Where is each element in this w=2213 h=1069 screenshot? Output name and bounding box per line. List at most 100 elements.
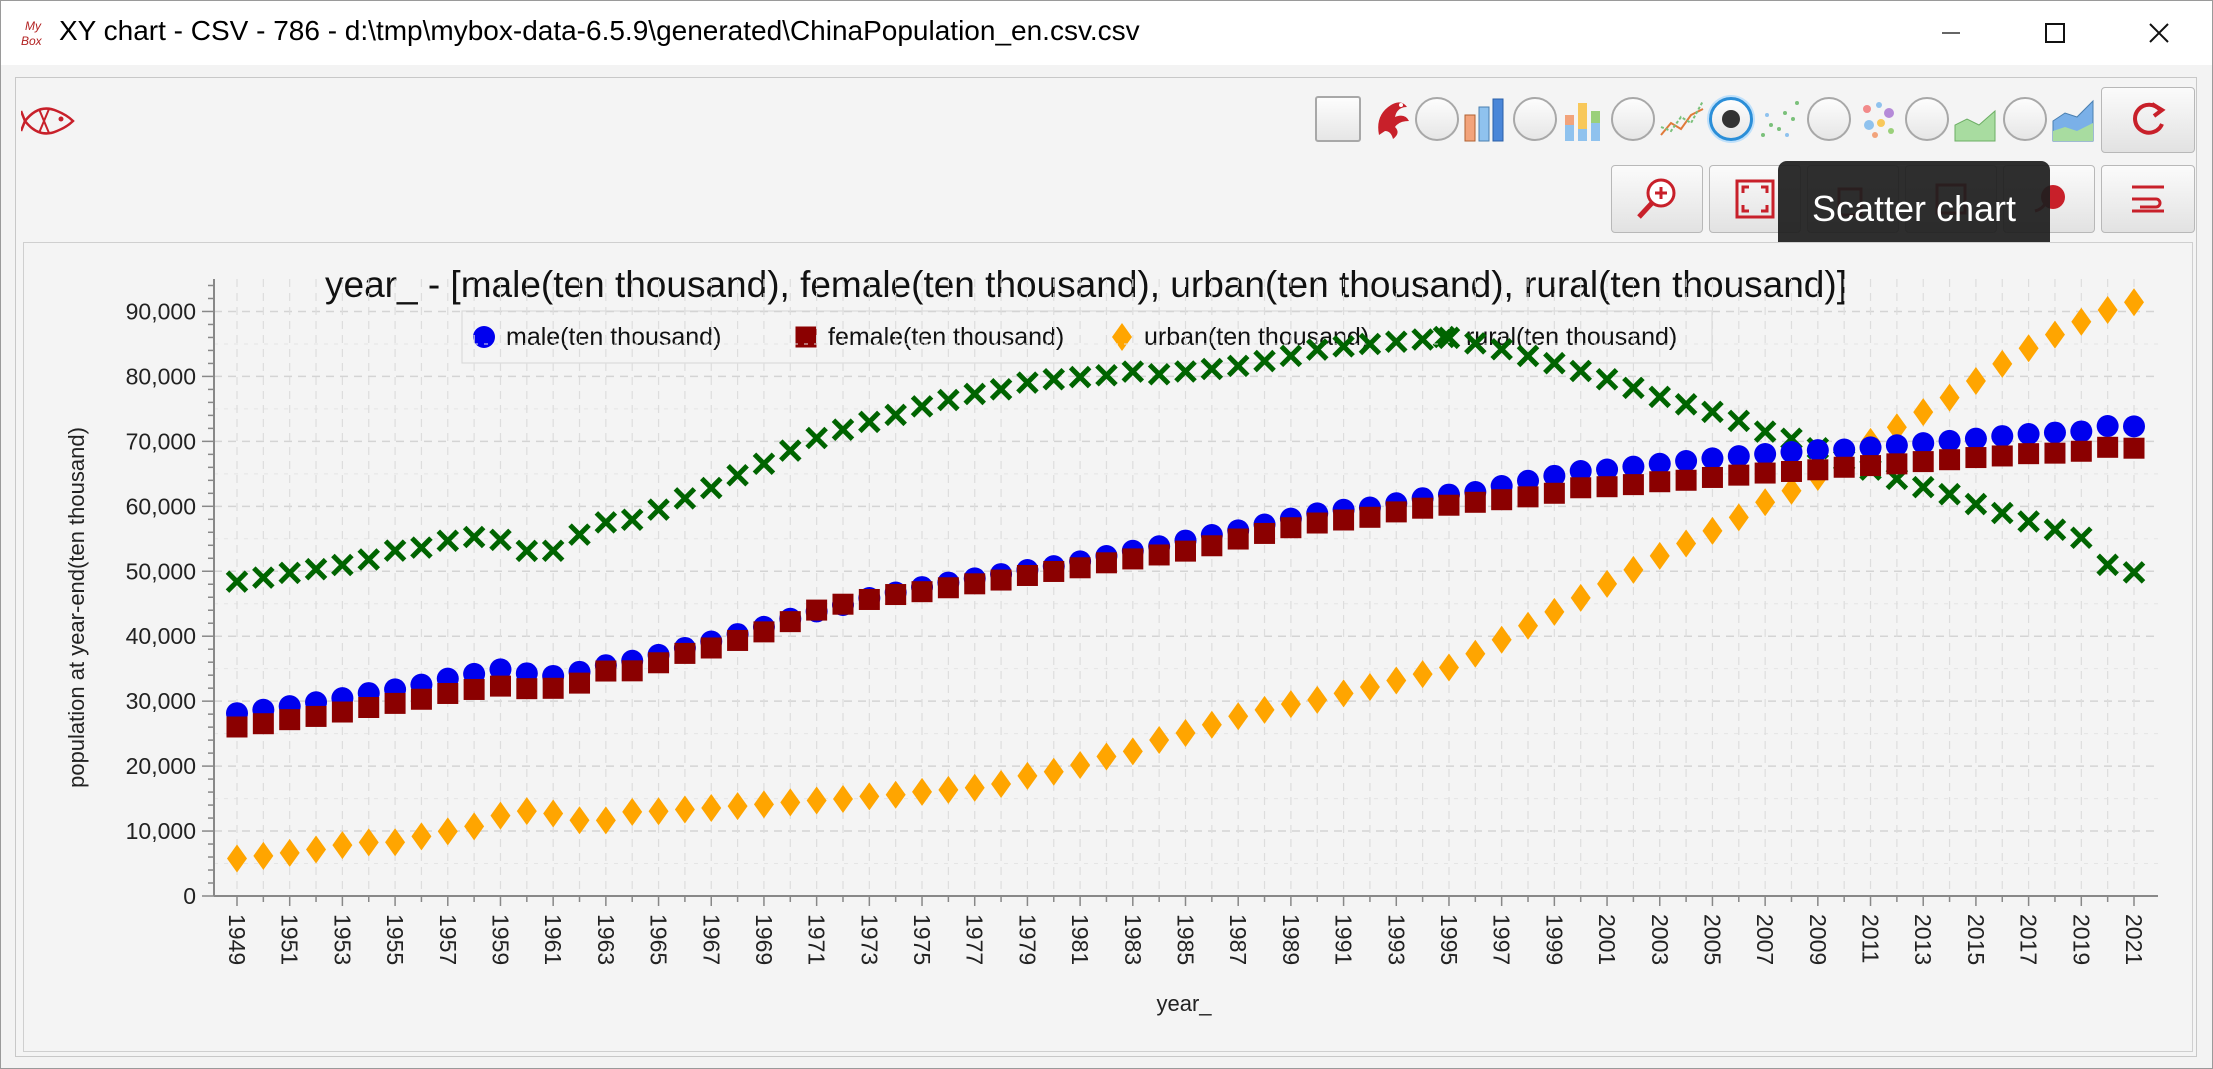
area-chart-radio[interactable] — [1905, 97, 1949, 141]
point-cross — [963, 382, 986, 406]
point-circle — [1964, 427, 1987, 450]
point-diamond — [1886, 413, 1907, 442]
point-square — [226, 716, 248, 738]
bar-chart-radio[interactable] — [1415, 97, 1459, 141]
point-diamond — [753, 790, 774, 819]
stacked-area-chart-radio[interactable] — [2003, 97, 2047, 141]
point-square — [1385, 501, 1407, 523]
point-cross — [752, 452, 776, 476]
point-cross — [1437, 326, 1461, 350]
point-square — [305, 705, 327, 727]
point-cross — [1569, 359, 1592, 383]
point-square — [1491, 489, 1513, 511]
point-square — [331, 701, 353, 723]
menu-icon — [2132, 185, 2164, 213]
point-cross — [831, 418, 855, 441]
x-tick-label: 1981 — [1067, 914, 1093, 965]
point-cross — [1068, 365, 1092, 389]
maximize-button[interactable] — [2005, 1, 2105, 65]
point-cross — [1279, 344, 1303, 368]
point-diamond — [806, 786, 827, 815]
stacked-bar-chart-radio[interactable] — [1513, 97, 1557, 141]
stacked-bar-chart-icon[interactable] — [1561, 95, 1603, 143]
point-square — [489, 675, 511, 697]
x-tick-label: 1963 — [593, 914, 619, 965]
point-diamond — [385, 828, 406, 857]
point-square — [569, 672, 591, 694]
point-square — [806, 599, 828, 621]
fish-logo-icon — [21, 107, 75, 135]
point-cross — [1964, 492, 1988, 516]
point-diamond — [1965, 366, 1986, 395]
point-square — [542, 677, 564, 699]
y-tick-label: 10,000 — [126, 818, 196, 844]
point-diamond — [2044, 320, 2065, 349]
point-cross — [1358, 332, 1382, 356]
point-diamond — [1096, 742, 1117, 771]
point-diamond — [569, 806, 590, 835]
scatter-chart-radio[interactable] — [1709, 97, 1753, 141]
line-chart-radio[interactable] — [1611, 97, 1655, 141]
point-diamond — [1070, 750, 1091, 779]
point-cross — [304, 557, 328, 581]
bubble-chart-icon[interactable] — [1855, 95, 1899, 143]
point-cross — [2096, 553, 2119, 577]
minimize-button[interactable] — [1901, 1, 2001, 65]
point-cross — [1095, 364, 1118, 387]
app-icon-text-bottom: Box — [21, 34, 43, 48]
refresh-button[interactable] — [2101, 87, 2195, 153]
point-diamond — [622, 797, 643, 826]
x-tick-label: 1983 — [1120, 914, 1146, 965]
point-square — [1464, 491, 1486, 513]
x-tick-label: 1955 — [382, 914, 408, 965]
area-chart-icon[interactable] — [1953, 95, 1997, 143]
point-square — [2123, 437, 2145, 459]
y-tick-label: 20,000 — [126, 753, 196, 779]
y-tick-label: 40,000 — [126, 623, 196, 649]
y-tick-label: 90,000 — [126, 298, 196, 324]
chart-points — [225, 288, 2146, 873]
point-square — [779, 611, 801, 633]
x-tick-label: 1965 — [646, 914, 672, 965]
x-tick-label: 1969 — [751, 914, 777, 965]
stacked-area-chart-icon[interactable] — [2051, 95, 2095, 143]
bubble-chart-radio[interactable] — [1807, 97, 1851, 141]
point-cross — [278, 561, 301, 585]
point-square — [858, 588, 880, 610]
menu-button[interactable] — [2101, 165, 2195, 233]
point-square — [621, 660, 643, 682]
point-cross — [594, 511, 618, 534]
x-tick-label: 1999 — [1541, 914, 1567, 965]
point-diamond — [1438, 653, 1459, 682]
option-checkbox[interactable] — [1315, 96, 1361, 142]
point-circle — [1991, 425, 2014, 448]
point-diamond — [1359, 673, 1380, 702]
point-square — [753, 621, 775, 643]
x-tick-label: 1985 — [1173, 914, 1199, 965]
point-square — [1333, 509, 1355, 531]
zoom-in-button[interactable] — [1611, 165, 1703, 233]
scatter-chart-icon[interactable] — [1757, 95, 1801, 143]
point-diamond — [912, 777, 933, 806]
x-tick-label: 2015 — [1963, 914, 1989, 965]
point-cross — [1042, 367, 1066, 391]
phoenix-icon[interactable] — [1371, 95, 1413, 143]
point-square — [437, 682, 459, 704]
point-diamond — [1623, 555, 1644, 584]
x-tick-label: 1989 — [1278, 914, 1304, 965]
line-chart-icon[interactable] — [1659, 95, 1705, 143]
point-square — [885, 584, 907, 606]
point-square — [1807, 459, 1829, 481]
point-cross — [884, 403, 907, 427]
point-diamond — [1412, 660, 1433, 689]
bar-chart-icon[interactable] — [1463, 95, 1505, 143]
x-tick-label: 1975 — [909, 914, 935, 965]
point-diamond — [1676, 529, 1697, 558]
x-tick-label: 2005 — [1699, 914, 1725, 965]
x-tick-label: 1973 — [856, 914, 882, 965]
point-square — [1728, 464, 1750, 486]
point-square — [279, 709, 301, 731]
close-button[interactable] — [2109, 1, 2209, 65]
point-circle — [1859, 436, 1882, 459]
point-diamond — [2018, 334, 2039, 363]
